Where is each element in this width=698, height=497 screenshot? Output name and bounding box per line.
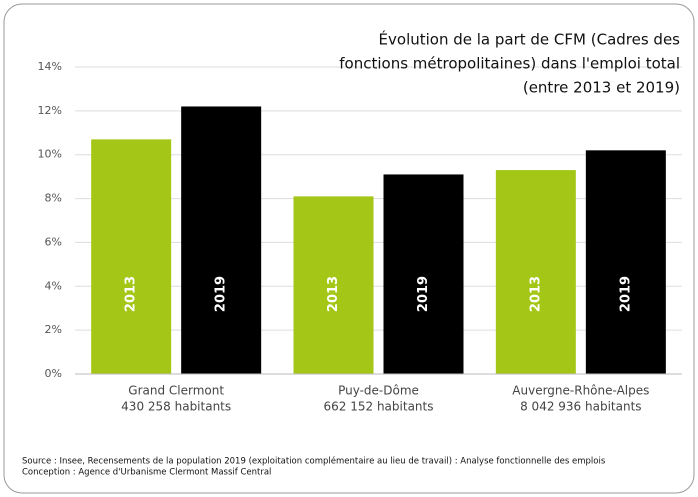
bar	[293, 196, 374, 374]
bar-series-label: 2013	[326, 276, 341, 312]
y-tick-label: 10%	[38, 148, 62, 161]
x-tick-label: 8 042 936 habitants	[520, 400, 641, 414]
y-tick-label: 6%	[45, 235, 62, 248]
chart-title: fonctions métropolitaines) dans l'emploi…	[339, 55, 680, 73]
chart-title: Évolution de la part de CFM (Cadres des	[379, 30, 681, 49]
y-tick-label: 2%	[45, 323, 62, 336]
x-tick-label: Puy-de-Dôme	[338, 384, 419, 398]
bar-series-label: 2019	[416, 276, 431, 312]
x-tick-label: 662 152 habitants	[324, 400, 434, 414]
bar-series-label: 2019	[214, 276, 229, 312]
y-tick-label: 12%	[38, 104, 62, 117]
y-tick-label: 8%	[45, 192, 62, 205]
chart-title: (entre 2013 et 2019)	[523, 79, 680, 97]
bar	[91, 139, 172, 374]
bar-series-label: 2019	[618, 276, 633, 312]
bar	[383, 174, 464, 374]
y-tick-label: 14%	[38, 60, 62, 73]
bar-series-label: 2013	[528, 276, 543, 312]
source-note: Source : Insee, Recensements de la popul…	[22, 456, 606, 467]
bar-series-label: 2013	[124, 276, 139, 312]
y-tick-label: 4%	[45, 279, 62, 292]
bar	[181, 106, 262, 374]
x-tick-label: Grand Clermont	[128, 384, 224, 398]
y-tick-label: 0%	[45, 367, 62, 380]
bar	[495, 170, 576, 374]
source-note: Conception : Agence d'Urbanisme Clermont…	[22, 468, 271, 478]
x-tick-label: 430 258 habitants	[121, 400, 231, 414]
x-tick-label: Auvergne-Rhône-Alpes	[512, 384, 649, 398]
bar	[585, 150, 666, 374]
